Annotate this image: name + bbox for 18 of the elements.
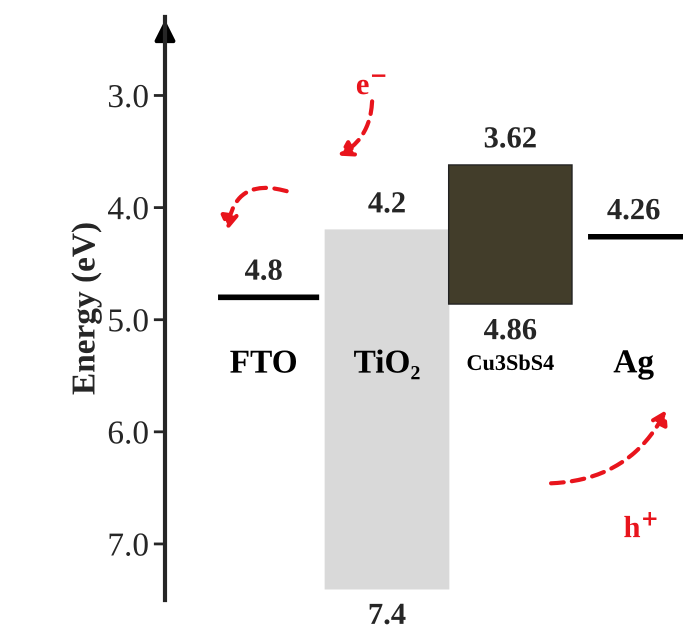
annotation: 4.26: [607, 198, 660, 220]
annotation: 4.8: [244, 259, 282, 280]
annotation: 4.86: [484, 318, 536, 340]
annotation: h$^{+}$: [624, 512, 656, 538]
y-tick-label: 4.0: [108, 196, 148, 220]
x-tick-label: Cu3SbS4: [468, 354, 554, 370]
x-tick-label: TiO₂: [354, 349, 420, 380]
y-tick-label: 6.0: [108, 421, 148, 444]
y-axis-title: Energy (eV): [71, 223, 102, 394]
x-tick-label: FTO: [230, 350, 296, 373]
annotation: 7.4: [370, 604, 406, 624]
y-tick-label: 5.0: [109, 309, 148, 332]
x-tick-label: Ag: [614, 350, 654, 380]
annotation: e$^{−}$: [356, 74, 386, 94]
y-tick-label: 7.0: [110, 533, 148, 556]
annotation: 4.2: [368, 192, 405, 213]
y-tick-label: 3.0: [108, 84, 148, 108]
annotation: 3.62: [484, 127, 536, 148]
